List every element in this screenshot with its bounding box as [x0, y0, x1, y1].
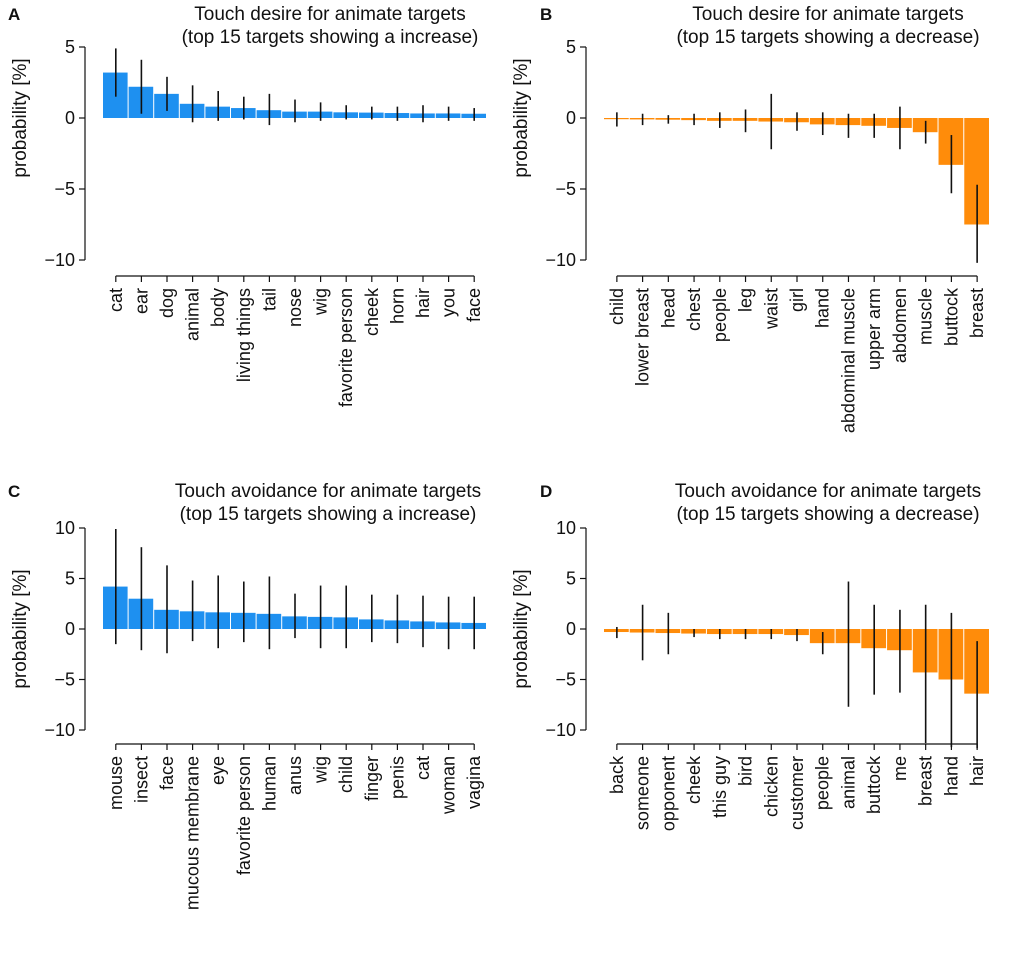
- x-tick-label: human: [259, 756, 279, 811]
- x-tick-label: opponent: [658, 756, 678, 831]
- y-tick-label: −5: [54, 179, 75, 199]
- x-tick-label: upper arm: [864, 288, 884, 370]
- y-tick-label: 5: [566, 569, 576, 589]
- chart-subtitle: (top 15 targets showing a decrease): [676, 504, 979, 525]
- chart-subtitle: (top 15 targets showing a decrease): [676, 27, 979, 48]
- x-tick-label: head: [658, 288, 678, 328]
- x-tick-label: animal: [838, 756, 858, 809]
- panel-letter: D: [540, 482, 552, 501]
- y-tick-label: −10: [545, 250, 576, 270]
- x-tick-label: customer: [787, 756, 807, 830]
- y-axis-label: probability [%]: [511, 58, 532, 177]
- x-tick-label: breast: [967, 288, 987, 338]
- y-axis-label: probability [%]: [10, 569, 31, 688]
- x-tick-label: ear: [131, 288, 151, 314]
- y-tick-label: 5: [65, 569, 75, 589]
- y-tick-label: −10: [44, 250, 75, 270]
- x-tick-label: insect: [131, 756, 151, 803]
- x-tick-label: hair: [967, 756, 987, 786]
- y-tick-label: −5: [555, 179, 576, 199]
- x-tick-label: wig: [311, 756, 331, 784]
- y-tick-label: 0: [566, 619, 576, 639]
- x-tick-label: penis: [387, 756, 407, 799]
- x-tick-label: favorite person: [336, 288, 356, 407]
- x-tick-label: this guy: [710, 756, 730, 818]
- x-tick-label: cat: [413, 756, 433, 780]
- x-tick-label: body: [208, 288, 228, 327]
- x-tick-label: hand: [813, 288, 833, 328]
- x-tick-label: cheek: [362, 287, 382, 336]
- x-tick-label: favorite person: [234, 756, 254, 875]
- panel-a: A Touch desire for animate targets(top 15…: [8, 4, 486, 407]
- x-tick-label: child: [336, 756, 356, 793]
- chart-subtitle: (top 15 targets showing a increase): [180, 504, 477, 525]
- y-tick-label: 5: [65, 37, 75, 57]
- y-tick-label: −10: [44, 720, 75, 740]
- chart-title: Touch avoidance for animate targets: [175, 481, 481, 502]
- x-tick-label: wig: [311, 288, 331, 316]
- x-tick-label: chicken: [761, 756, 781, 817]
- chart-title: Touch avoidance for animate targets: [675, 481, 981, 502]
- x-tick-label: lower breast: [633, 288, 653, 386]
- x-tick-label: cheek: [684, 755, 704, 804]
- x-tick-label: muscle: [916, 288, 936, 345]
- x-tick-label: someone: [633, 756, 653, 830]
- x-tick-label: back: [607, 755, 627, 794]
- x-tick-label: vagina: [464, 755, 484, 809]
- y-tick-label: 0: [65, 619, 75, 639]
- panel-letter: C: [8, 482, 20, 501]
- x-tick-label: bird: [736, 756, 756, 786]
- x-tick-label: child: [607, 288, 627, 325]
- x-tick-label: finger: [362, 756, 382, 801]
- x-tick-label: cat: [106, 288, 126, 312]
- x-tick-label: living things: [234, 288, 254, 382]
- x-tick-label: face: [464, 288, 484, 322]
- x-tick-label: nose: [285, 288, 305, 327]
- x-tick-label: abdomen: [890, 288, 910, 363]
- x-tick-label: horn: [387, 288, 407, 324]
- y-tick-label: 10: [556, 518, 576, 538]
- y-tick-label: 0: [566, 108, 576, 128]
- x-tick-label: leg: [736, 288, 756, 312]
- x-tick-label: woman: [439, 756, 459, 815]
- panel-letter: B: [540, 5, 552, 24]
- x-tick-label: hair: [413, 288, 433, 318]
- x-tick-label: people: [710, 288, 730, 342]
- x-tick-label: you: [439, 288, 459, 317]
- y-tick-label: −5: [555, 670, 576, 690]
- x-tick-label: mucous membrane: [183, 756, 203, 910]
- x-tick-label: waist: [761, 288, 781, 330]
- x-tick-label: mouse: [106, 756, 126, 810]
- y-tick-label: 5: [566, 37, 576, 57]
- x-tick-label: buttock: [941, 287, 961, 346]
- x-tick-label: dog: [157, 288, 177, 318]
- panel-b: B Touch desire for animate targets(top 15…: [511, 4, 989, 433]
- chart-title: Touch desire for animate targets: [692, 4, 963, 25]
- panel-d: D Touch avoidance for animate targets(top…: [511, 481, 989, 831]
- chart-title: Touch desire for animate targets: [194, 4, 465, 25]
- y-tick-label: −5: [54, 670, 75, 690]
- y-tick-label: 0: [65, 108, 75, 128]
- x-tick-label: me: [890, 756, 910, 781]
- y-axis-label: probability [%]: [10, 58, 31, 177]
- x-tick-label: tail: [259, 288, 279, 311]
- chart-subtitle: (top 15 targets showing a increase): [182, 27, 479, 48]
- x-tick-label: breast: [916, 756, 936, 806]
- x-tick-label: girl: [787, 288, 807, 312]
- x-tick-label: eye: [208, 756, 228, 785]
- x-tick-label: face: [157, 756, 177, 790]
- x-tick-label: buttock: [864, 755, 884, 814]
- panel-c: C Touch avoidance for animate targets(top…: [8, 481, 486, 910]
- x-tick-label: people: [813, 756, 833, 810]
- y-axis-label: probability [%]: [511, 569, 532, 688]
- x-tick-label: anus: [285, 756, 305, 795]
- x-tick-label: animal: [183, 288, 203, 341]
- panel-letter: A: [8, 5, 20, 24]
- x-tick-label: hand: [941, 756, 961, 796]
- y-tick-label: −10: [545, 720, 576, 740]
- y-tick-label: 10: [55, 518, 75, 538]
- x-tick-label: chest: [684, 288, 704, 331]
- x-tick-label: abdominal muscle: [838, 288, 858, 433]
